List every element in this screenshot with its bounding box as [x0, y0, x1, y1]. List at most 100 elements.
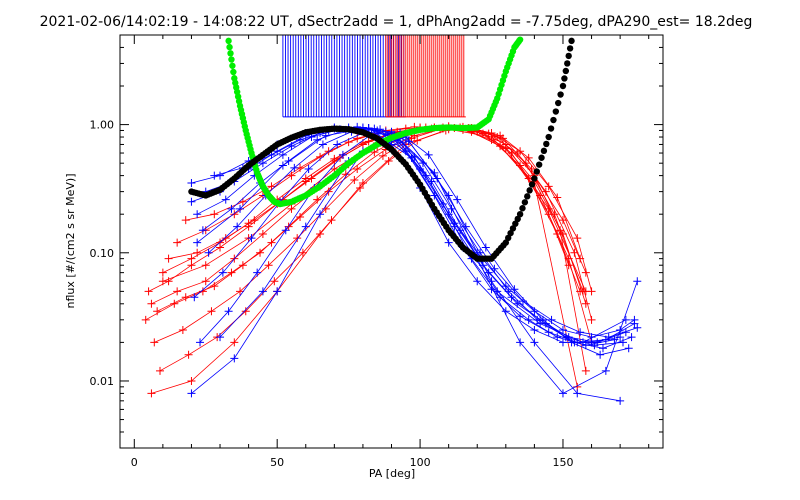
red-point	[147, 389, 156, 398]
blue-point	[618, 338, 627, 347]
blue-point	[558, 338, 567, 347]
blue-point	[236, 204, 245, 213]
black-curve-dot	[568, 37, 575, 45]
red-point	[238, 261, 247, 270]
blue-point	[547, 315, 556, 324]
blue-point	[253, 268, 262, 277]
red-point	[173, 238, 182, 247]
black-curve-dot	[509, 225, 517, 232]
blue-point	[581, 341, 590, 350]
blue-point	[187, 389, 196, 398]
red-point	[576, 254, 585, 263]
black-curve-dot	[533, 168, 540, 175]
red-point	[227, 268, 236, 277]
red-point	[307, 174, 316, 183]
red-point	[501, 144, 510, 153]
x-axis-label: PA [deg]	[369, 467, 415, 480]
red-point	[356, 184, 365, 193]
black-curve-dot	[564, 60, 571, 67]
black-curve-dot	[545, 133, 552, 141]
red-point	[313, 195, 322, 204]
black-curve-dot	[565, 52, 572, 60]
red-point	[193, 248, 202, 257]
blue-point	[621, 315, 630, 324]
black-curve-dot	[550, 116, 557, 124]
red-series	[141, 122, 596, 398]
green-curve-dot	[226, 43, 233, 51]
red-point	[316, 230, 325, 239]
black-curve-dot	[561, 75, 568, 82]
red-point	[324, 147, 333, 156]
red-series-line	[151, 128, 578, 394]
blue-point	[221, 195, 230, 204]
blue-point	[496, 293, 505, 302]
blue-point	[190, 293, 199, 302]
red-point	[498, 134, 507, 143]
blue-point	[304, 165, 313, 174]
blue-point	[510, 285, 519, 294]
blue-point	[493, 287, 502, 296]
red-point	[544, 182, 553, 191]
blue-point	[316, 210, 325, 219]
red-point	[201, 277, 210, 286]
blue-point	[616, 396, 625, 405]
black-curve-dot	[521, 199, 529, 206]
red-point	[156, 366, 165, 375]
blue-point	[633, 277, 642, 286]
green-curve-dot	[229, 62, 236, 69]
black-curve-dot	[516, 210, 524, 218]
black-curve-dot	[547, 125, 555, 132]
black-curve-dot	[514, 215, 521, 223]
red-point	[238, 197, 247, 206]
blue-point	[438, 200, 447, 209]
red-point	[181, 293, 190, 302]
blue-point	[630, 319, 639, 328]
red-point	[264, 261, 273, 270]
blue-point	[633, 323, 642, 332]
red-point	[236, 287, 245, 296]
plot-area	[141, 35, 642, 405]
red-point	[144, 287, 153, 296]
blue-point	[338, 150, 347, 159]
blue-point	[530, 338, 539, 347]
y-tick-label: 0.01	[90, 375, 115, 388]
red-point	[170, 299, 179, 308]
red-point	[270, 277, 279, 286]
black-curve-dot	[552, 108, 560, 115]
blue-point	[230, 354, 239, 363]
black-curve-dot	[512, 220, 519, 227]
blue-series-line	[205, 127, 635, 343]
blue-point	[516, 338, 525, 347]
black-curve-dot	[504, 234, 512, 242]
black-curve	[188, 37, 575, 262]
blue-point	[258, 287, 267, 296]
black-curve-dot	[519, 205, 526, 212]
red-point	[296, 213, 305, 222]
red-point	[478, 129, 487, 138]
red-point	[187, 376, 196, 385]
red-point	[173, 287, 182, 296]
red-point	[581, 287, 590, 296]
black-curve-dot	[538, 154, 545, 161]
red-point	[550, 210, 559, 219]
green-curve-dot	[516, 36, 524, 43]
red-point	[178, 325, 187, 334]
red-point	[384, 157, 393, 166]
red-series-line	[154, 127, 584, 343]
black-curve-dot	[543, 140, 550, 148]
red-point	[230, 338, 239, 347]
red-point	[587, 315, 596, 324]
black-curve-dot	[531, 175, 538, 182]
red-point	[378, 151, 387, 160]
blue-vertical-marks	[282, 35, 406, 118]
black-curve-dot	[528, 181, 536, 188]
red-point	[544, 204, 553, 213]
blue-point	[430, 168, 439, 177]
blue-point	[210, 171, 219, 180]
blue-point	[284, 157, 293, 166]
red-point	[258, 230, 267, 239]
blue-point	[598, 344, 607, 353]
y-axis-label: nflux [#/(cm2 s sr MeV)]	[64, 174, 77, 309]
blue-point	[233, 222, 242, 231]
red-point	[181, 216, 190, 225]
